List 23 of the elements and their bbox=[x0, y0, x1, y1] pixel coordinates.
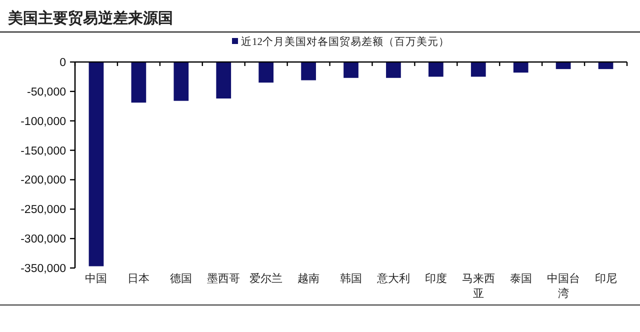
x-tick-label: 德国 bbox=[170, 273, 192, 285]
y-tick-label: 0 bbox=[60, 57, 66, 69]
x-tick-label: 马来西亚 bbox=[462, 272, 495, 300]
y-tick-label: -350,000 bbox=[20, 263, 66, 275]
chart-title: 美国主要贸易逆差来源国 bbox=[7, 9, 173, 27]
x-tick-label: 越南 bbox=[298, 272, 320, 285]
x-tick-label: 泰国 bbox=[510, 273, 532, 285]
x-tick-label: 墨西哥 bbox=[207, 273, 240, 285]
x-tick-label: 中国 bbox=[85, 272, 108, 285]
x-tick-label: 中国台湾 bbox=[546, 272, 580, 300]
x-tick-label: 意大利 bbox=[376, 272, 410, 285]
x-tick-label: 印度 bbox=[424, 272, 447, 285]
legend-label: 近12个月美国对各国贸易差额（百万美元） bbox=[241, 35, 450, 48]
y-tick-label: -100,000 bbox=[20, 116, 66, 128]
y-tick-label: -150,000 bbox=[20, 145, 66, 158]
y-tick-label: -300,000 bbox=[20, 234, 66, 246]
y-tick-label: -50,000 bbox=[26, 86, 66, 98]
x-tick-label: 韩国 bbox=[340, 272, 362, 285]
y-tick-label: -250,000 bbox=[20, 204, 66, 216]
x-tick-label: 印尼 bbox=[594, 272, 617, 285]
y-tick-label: -200,000 bbox=[20, 174, 66, 187]
x-tick-label: 爱尔兰 bbox=[250, 272, 283, 285]
x-tick-label: 日本 bbox=[128, 272, 150, 285]
